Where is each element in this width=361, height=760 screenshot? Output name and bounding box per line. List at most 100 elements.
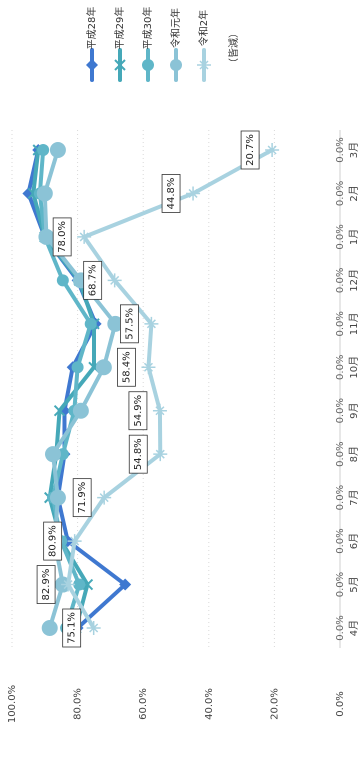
- data-point-diamond: [58, 404, 71, 417]
- data-label-box: [128, 391, 148, 431]
- zero-value-label: 0.0%: [335, 485, 346, 510]
- y-tick-label: 60.0%: [138, 688, 149, 720]
- series-line: [66, 148, 275, 630]
- legend-label: 平成28年: [85, 7, 98, 50]
- data-label: 54.8%: [133, 438, 144, 470]
- zero-value-label: 0.0%: [335, 224, 346, 249]
- data-point-star: [77, 229, 92, 244]
- y-tick-label: 100.0%: [7, 685, 18, 723]
- data-point-star: [152, 403, 167, 418]
- data-point-circle: [41, 620, 58, 636]
- y-tick-label: 80.0%: [73, 688, 84, 720]
- x-tick-label: 6月: [348, 533, 360, 549]
- x-tick-label: 4月: [348, 620, 360, 636]
- legend-label: 令和2年: [197, 10, 210, 46]
- data-label: 20.7%: [245, 134, 256, 166]
- data-point-star: [61, 577, 76, 592]
- legend-label: 令和元年: [169, 8, 182, 48]
- data-label: 54.9%: [133, 395, 144, 427]
- data-point-diamond: [119, 578, 132, 591]
- data-label-box: [62, 608, 82, 648]
- data-point-circle: [84, 317, 97, 330]
- data-point-circle: [49, 489, 66, 506]
- zero-value-label: 0.0%: [335, 441, 346, 466]
- y-axis-tick-labels: 0.0% 20.0% 40.0% 60.0% 80.0% 100.0%: [7, 685, 346, 723]
- data-label: 68.7%: [88, 264, 99, 296]
- data-label-box: [161, 174, 181, 213]
- data-label-box: [36, 565, 56, 604]
- data-label-box: [240, 130, 260, 170]
- data-point-star: [97, 490, 112, 505]
- data-point-star: [197, 58, 211, 72]
- series-令和元年: [36, 142, 124, 636]
- data-point-cross: [53, 405, 66, 417]
- data-label-box: [120, 304, 139, 344]
- legend: 平成28年 平成29年 平成30年 令和元年 令和2年 （皆減）: [85, 7, 240, 82]
- zero-value-label: 0.0%: [335, 355, 346, 380]
- data-point-circle: [107, 315, 124, 332]
- zero-value-label: 0.0%: [335, 572, 346, 597]
- x-axis-tick-labels: 4月 5月 6月 7月 8月 9月 10月 11月 12月 1月 2月 3月: [348, 142, 360, 636]
- data-label-box: [83, 260, 103, 300]
- data-label: 44.8%: [166, 178, 177, 210]
- data-label-box: [52, 217, 72, 257]
- data-label-box: [117, 347, 136, 387]
- data-label: 71.9%: [77, 482, 88, 514]
- data-point-circle: [71, 361, 84, 374]
- data-point-diamond: [86, 59, 98, 71]
- zero-value-label: 0.0%: [335, 137, 346, 162]
- x-axis-value-labels: 0.0% 0.0% 0.0% 0.0% 0.0% 0.0% 0.0% 0.0% 0.0% 0.0%…: [335, 137, 346, 640]
- data-point-circle: [73, 578, 86, 591]
- data-label: 57.5%: [124, 308, 135, 340]
- x-tick-label: 1月: [348, 229, 360, 245]
- data-point-circle: [38, 228, 55, 245]
- zero-value-label: 0.0%: [335, 181, 346, 206]
- y-tick-label: 40.0%: [204, 688, 215, 720]
- x-tick-label: 5月: [348, 576, 360, 592]
- data-label: 80.9%: [48, 525, 59, 557]
- data-point-cross: [114, 59, 126, 71]
- data-point-star: [186, 186, 201, 201]
- zero-value-label: 0.0%: [335, 398, 346, 423]
- data-point-star: [144, 316, 159, 331]
- data-label-box: [72, 478, 92, 518]
- x-tick-label: 12月: [348, 269, 360, 292]
- x-tick-label: 9月: [348, 403, 360, 419]
- data-point-circle: [36, 185, 53, 202]
- legend-label: 平成29年: [113, 7, 126, 50]
- zero-value-label: 0.0%: [335, 311, 346, 336]
- data-point-star: [86, 621, 101, 635]
- data-point-circle: [170, 59, 182, 71]
- series-lines: [22, 142, 280, 636]
- data-label: 75.1%: [67, 612, 78, 644]
- x-tick-label: 10月: [348, 356, 360, 379]
- data-point-diamond: [22, 187, 35, 200]
- x-tick-label: 8月: [348, 446, 360, 462]
- data-point-star: [67, 534, 82, 549]
- data-label-box: [128, 434, 148, 474]
- y-tick-label: 20.0%: [269, 688, 280, 720]
- series-令和2年: [61, 143, 280, 635]
- data-point-circle: [95, 359, 112, 376]
- x-tick-label: 3月: [348, 142, 360, 158]
- data-point-star: [141, 360, 156, 375]
- data-point-circle: [142, 59, 154, 71]
- data-label: 82.9%: [41, 569, 52, 601]
- series-平成30年: [33, 144, 97, 634]
- legend-note: （皆減）: [227, 28, 240, 68]
- zero-value-label: 0.0%: [335, 615, 346, 640]
- data-point-circle: [45, 446, 61, 463]
- legend-label: 平成30年: [141, 7, 154, 50]
- data-point-circle: [49, 142, 66, 158]
- data-point-star: [107, 273, 122, 288]
- y-tick-label: 0.0%: [335, 691, 346, 716]
- data-point-circle: [56, 274, 69, 287]
- data-label: 58.4%: [121, 351, 132, 383]
- grid-lines: [11, 130, 341, 648]
- data-point-circle: [72, 402, 89, 419]
- data-label-box: [43, 521, 63, 561]
- x-tick-label: 7月: [348, 489, 360, 505]
- x-tick-label: 2月: [348, 185, 360, 201]
- data-labels: 75.1% 82.9% 80.9% 71.9% 54.8% 54.9% 58.4% 57.5%…: [36, 130, 260, 648]
